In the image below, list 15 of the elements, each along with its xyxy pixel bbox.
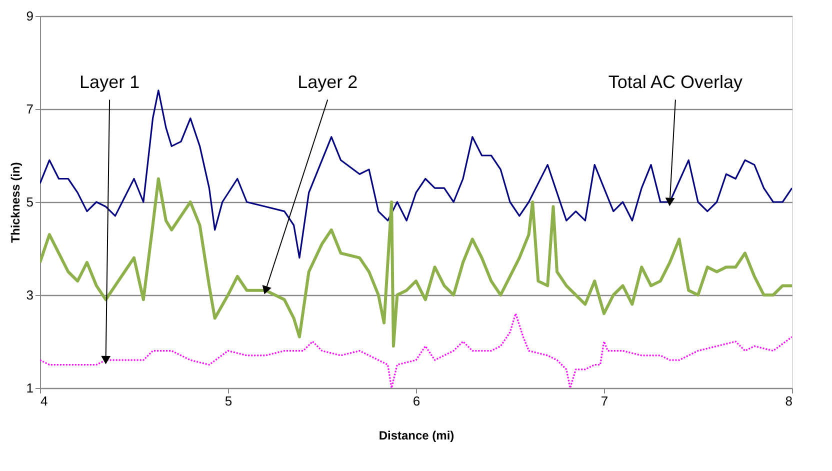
x-axis-title: Distance (mi)	[378, 428, 454, 442]
y-tick-label: 5	[26, 194, 34, 210]
text: Layer 1	[80, 72, 140, 92]
x-tick-label: 5	[224, 394, 232, 408]
y-tick-label: 1	[26, 380, 34, 396]
y-tick-label: 3	[26, 288, 34, 302]
y-tick-label: 9	[26, 8, 34, 24]
text: Layer 2	[298, 72, 358, 92]
x-tick-label: 7	[600, 394, 608, 408]
x-tick-label: 8	[785, 394, 792, 408]
x-tick-label: 6	[412, 394, 420, 408]
y-axis-title: Thickness (in)	[8, 162, 22, 243]
text: Total AC Overlay	[608, 72, 742, 92]
y-tick-label: 7	[26, 102, 34, 116]
x-tick-label: 4	[40, 394, 48, 408]
